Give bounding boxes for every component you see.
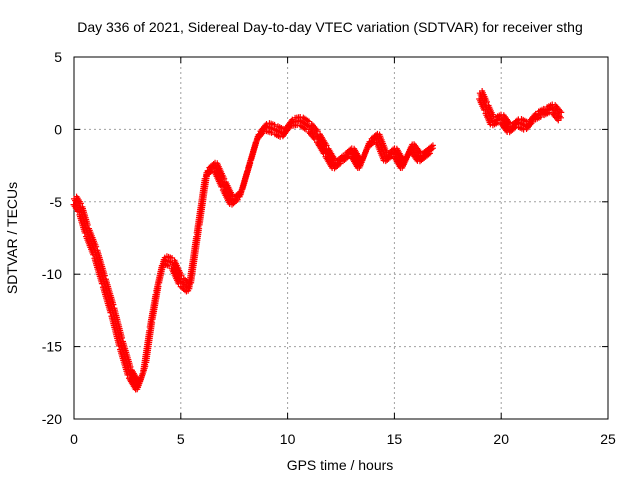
trace-marker <box>313 132 320 139</box>
trace-marker <box>297 114 304 121</box>
y-tick-label: -20 <box>42 411 62 427</box>
trace-marker <box>152 291 159 298</box>
y-tick-label: 5 <box>54 49 62 65</box>
chart-title: Day 336 of 2021, Sidereal Day-to-day VTE… <box>77 19 583 35</box>
y-tick-label: -5 <box>50 194 63 210</box>
trace-marker <box>295 118 302 125</box>
trace-marker <box>270 125 277 132</box>
trace-marker <box>483 98 490 105</box>
x-tick-label: 5 <box>177 431 185 447</box>
trace-marker <box>139 371 146 378</box>
trace-marker <box>428 146 435 153</box>
trace-marker <box>244 168 251 175</box>
x-tick-label: 10 <box>280 431 296 447</box>
trace-marker <box>221 175 228 182</box>
trace-marker <box>84 221 91 228</box>
trace-marker <box>127 363 134 370</box>
x-tick-labels: 0 5 10 15 20 25 <box>70 431 616 447</box>
y-tick-label: -15 <box>42 339 62 355</box>
trace-marker <box>320 150 327 157</box>
axis-ticks <box>73 56 609 420</box>
y-tick-labels: -20 -15 -10 -5 0 5 <box>42 49 62 427</box>
trace-marker <box>271 121 278 128</box>
y-tick-label: 0 <box>54 121 62 137</box>
trace-marker <box>101 272 108 279</box>
trace-marker <box>146 327 153 334</box>
trace-marker <box>429 142 436 149</box>
trace-marker <box>234 196 241 203</box>
plot-frame <box>73 56 609 420</box>
trace-marker <box>314 128 321 135</box>
trace-marker <box>323 142 330 149</box>
trace-marker <box>426 150 433 157</box>
x-tick-label: 0 <box>70 431 78 447</box>
y-axis-label: SDTVAR / TECUs <box>4 182 20 294</box>
trace-marker <box>110 301 117 308</box>
trace-marker <box>363 146 370 153</box>
trace-marker <box>537 113 544 120</box>
trace-marker <box>77 200 84 207</box>
trace-marker <box>119 334 126 341</box>
trace-marker <box>558 109 565 116</box>
trace-marker <box>555 117 562 124</box>
trace-marker <box>311 136 318 143</box>
trace-marker <box>322 146 329 153</box>
data-points <box>70 88 565 393</box>
trace-marker <box>252 139 259 146</box>
x-tick-label: 20 <box>493 431 509 447</box>
x-tick-label: 15 <box>387 431 403 447</box>
trace-marker <box>294 122 301 129</box>
trace-marker <box>201 175 208 182</box>
x-axis-label: GPS time / hours <box>287 457 394 473</box>
grid <box>74 57 608 419</box>
y-tick-label: -10 <box>42 266 62 282</box>
trace-marker <box>93 243 100 250</box>
trace-marker <box>556 113 563 120</box>
trace-marker <box>268 129 275 136</box>
x-tick-label: 25 <box>600 431 616 447</box>
